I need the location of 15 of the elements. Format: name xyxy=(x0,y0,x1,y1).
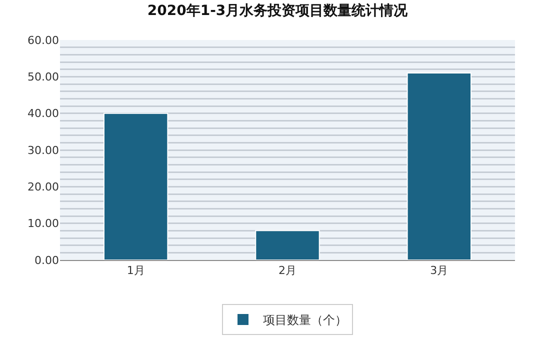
bar xyxy=(255,230,320,260)
y-tick-label: 60.00 xyxy=(28,34,59,47)
y-tick-label: 50.00 xyxy=(28,70,59,84)
x-tick-label: 3月 xyxy=(430,264,448,278)
legend-label: 项目数量（个） xyxy=(263,313,347,328)
x-tick-label: 2月 xyxy=(278,264,296,278)
y-tick-label: 40.00 xyxy=(28,107,59,120)
chart-title: 2020年1-3月水务投资项目数量统计情况 xyxy=(147,2,409,20)
y-tick-label: 0.00 xyxy=(34,254,59,267)
y-tick-label: 20.00 xyxy=(28,180,59,194)
y-tick-label: 30.00 xyxy=(28,144,59,157)
y-tick-label: 10.00 xyxy=(28,217,59,230)
bar xyxy=(406,72,472,260)
x-tick-label: 1月 xyxy=(126,264,145,278)
bar xyxy=(103,112,168,260)
